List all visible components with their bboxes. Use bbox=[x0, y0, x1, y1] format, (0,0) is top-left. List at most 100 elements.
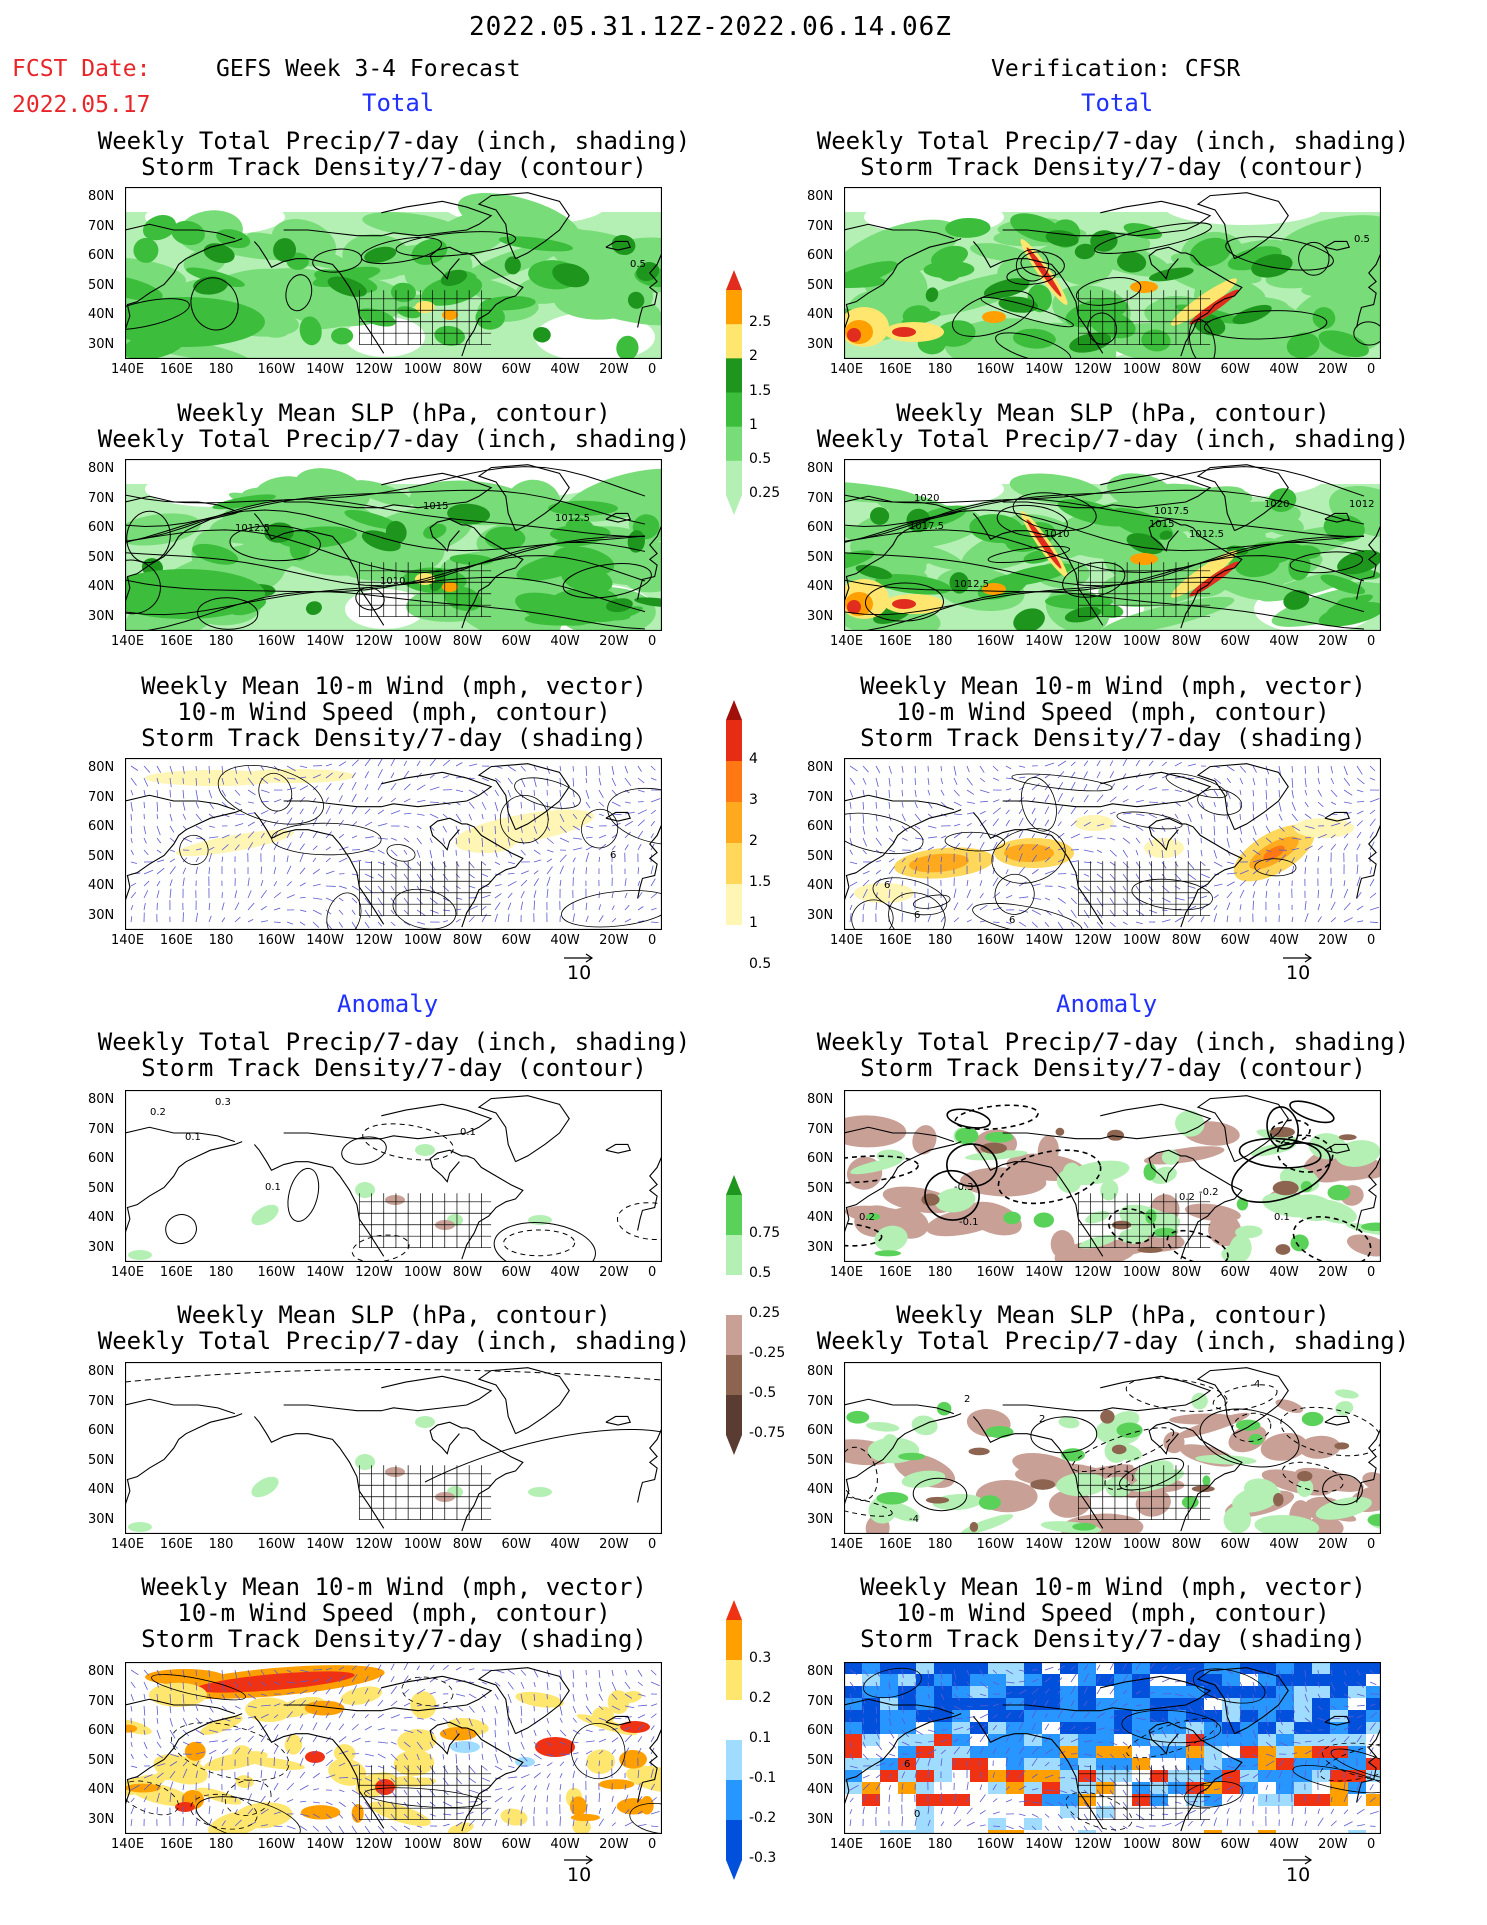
lon-label: 60W bbox=[501, 362, 531, 377]
contour-label: 1012.5 bbox=[954, 579, 989, 590]
colorbar-storm-total-label: 3 bbox=[749, 792, 758, 808]
vector-ref-arrow bbox=[1283, 953, 1313, 963]
lat-label: 80N bbox=[88, 1092, 115, 1107]
colorbar-precip-anom-label: -0.75 bbox=[749, 1425, 786, 1441]
lon-label: 0 bbox=[648, 1265, 657, 1280]
colorbar-storm-anom-label: -0.3 bbox=[749, 1850, 777, 1866]
lon-label: 160W bbox=[976, 634, 1015, 649]
lat-label: 80N bbox=[807, 760, 834, 775]
lon-label: 140E bbox=[830, 1837, 864, 1852]
lon-label: 120W bbox=[1074, 1537, 1112, 1552]
lon-label: 120W bbox=[1074, 362, 1112, 377]
lat-label: 50N bbox=[807, 277, 834, 293]
lon-label: 160E bbox=[159, 362, 193, 377]
lon-label: 0 bbox=[1367, 933, 1376, 948]
panel-title-p7: Weekly Total Precip/7-day (inch, shading… bbox=[97, 1028, 691, 1082]
vector-ref-label: 10 bbox=[567, 962, 592, 984]
vector-ref-label: 10 bbox=[567, 1864, 592, 1886]
lon-label: 40W bbox=[550, 1265, 580, 1280]
lat-label: 40N bbox=[807, 878, 834, 893]
lat-label: 50N bbox=[88, 1180, 115, 1196]
lon-label: 120W bbox=[1074, 1837, 1112, 1852]
colorbar-storm-total-label: 2 bbox=[749, 833, 758, 849]
lon-label: 20W bbox=[1318, 1837, 1348, 1852]
lon-label: 160W bbox=[257, 1537, 296, 1552]
contour-label: 1015 bbox=[1149, 519, 1174, 530]
lat-label: 50N bbox=[807, 1180, 834, 1196]
lon-label: 80W bbox=[452, 1265, 483, 1280]
lon-label: 60W bbox=[501, 1265, 531, 1280]
lon-label: 180 bbox=[208, 1837, 234, 1852]
lon-label: 180 bbox=[927, 933, 953, 948]
lon-label: 140E bbox=[111, 1837, 145, 1852]
lon-label: 120W bbox=[355, 933, 393, 948]
lat-label: 80N bbox=[807, 1664, 834, 1679]
lon-label: 140E bbox=[830, 933, 864, 948]
left-column-title: GEFS Week 3-4 Forecast bbox=[216, 56, 521, 82]
lon-label: 160W bbox=[976, 933, 1015, 948]
panel-title-p12: Weekly Mean 10-m Wind (mph, vector) 10-m … bbox=[860, 1573, 1366, 1653]
colorbar-precip-total-label: 1.5 bbox=[749, 382, 772, 399]
contour-label: 1012.5 bbox=[555, 513, 590, 524]
contour-label: -4 bbox=[909, 1514, 919, 1525]
panel-title-p8: Weekly Total Precip/7-day (inch, shading… bbox=[816, 1028, 1410, 1082]
left-total-label: Total bbox=[362, 89, 435, 117]
lat-label: 30N bbox=[807, 907, 834, 923]
lon-label: 160W bbox=[257, 933, 296, 948]
lon-label: 60W bbox=[1220, 1537, 1250, 1552]
panel-title-p1: Weekly Total Precip/7-day (inch, shading… bbox=[97, 127, 691, 181]
contour-label: 1010 bbox=[1044, 529, 1069, 540]
lat-label: 60N bbox=[807, 1723, 834, 1738]
lon-label: 140W bbox=[306, 1265, 344, 1280]
lon-label: 180 bbox=[208, 634, 234, 649]
colorbar-precip-total-label: 2.5 bbox=[749, 314, 772, 331]
contour-label: 1012.5 bbox=[235, 523, 270, 534]
lon-label: 0 bbox=[648, 1837, 657, 1852]
lat-label: 60N bbox=[88, 520, 115, 535]
lat-label: 80N bbox=[88, 760, 115, 775]
lon-label: 60W bbox=[1220, 1837, 1250, 1852]
lat-label: 60N bbox=[807, 819, 834, 834]
lon-label: 140W bbox=[306, 933, 344, 948]
lon-label: 40W bbox=[1269, 634, 1299, 649]
lat-label: 40N bbox=[88, 1782, 115, 1797]
lat-label: 80N bbox=[88, 461, 115, 476]
colorbar-storm-anom-label: 0.1 bbox=[749, 1730, 772, 1746]
contour-label: 0.1 bbox=[185, 1132, 201, 1143]
lon-label: 100W bbox=[403, 634, 442, 649]
lat-label: 80N bbox=[88, 1364, 115, 1379]
lon-label: 0 bbox=[648, 933, 657, 948]
lat-label: 40N bbox=[807, 1482, 834, 1497]
lon-label: 160W bbox=[976, 1537, 1015, 1552]
colorbar-precip-anom-label: 0.25 bbox=[749, 1305, 781, 1321]
lat-label: 30N bbox=[88, 1239, 115, 1255]
lat-label: 40N bbox=[807, 1782, 834, 1797]
panel-title-p4: Weekly Mean SLP (hPa, contour) Weekly Tot… bbox=[816, 399, 1410, 453]
lon-label: 160E bbox=[159, 933, 193, 948]
lon-label: 120W bbox=[355, 362, 393, 377]
fcst-date-value: 2022.05.17 bbox=[12, 92, 151, 118]
lat-label: 40N bbox=[88, 1210, 115, 1225]
left-anomaly-label: Anomaly bbox=[337, 990, 439, 1018]
map-panel-p6: 6 6 6 bbox=[844, 758, 1381, 930]
colorbar-precip-total-label: 0.25 bbox=[749, 485, 781, 501]
contour-label: -0.3 bbox=[954, 1182, 974, 1193]
lat-label: 70N bbox=[807, 1121, 834, 1137]
lat-label: 50N bbox=[88, 848, 115, 864]
vector-ref-label: 10 bbox=[1286, 962, 1311, 984]
lat-label: 70N bbox=[807, 218, 834, 234]
colorbar-precip-total-label: 2 bbox=[749, 348, 758, 365]
contour-label: 1020 bbox=[914, 493, 939, 504]
lon-label: 180 bbox=[927, 634, 953, 649]
lon-label: 60W bbox=[1220, 362, 1250, 377]
lat-label: 70N bbox=[88, 490, 115, 506]
lat-label: 70N bbox=[88, 789, 115, 805]
map-p8: 0.2 -0.3 -0.1 0.2 -0.2 0.1 bbox=[844, 1090, 1381, 1262]
lon-label: 140E bbox=[111, 933, 145, 948]
lon-label: 140W bbox=[1025, 1537, 1063, 1552]
contour-label: 0.1 bbox=[460, 1127, 476, 1138]
colorbar-precip-total bbox=[726, 270, 742, 515]
lat-label: 40N bbox=[807, 307, 834, 322]
lat-label: 40N bbox=[807, 1210, 834, 1225]
lon-label: 180 bbox=[927, 362, 953, 377]
